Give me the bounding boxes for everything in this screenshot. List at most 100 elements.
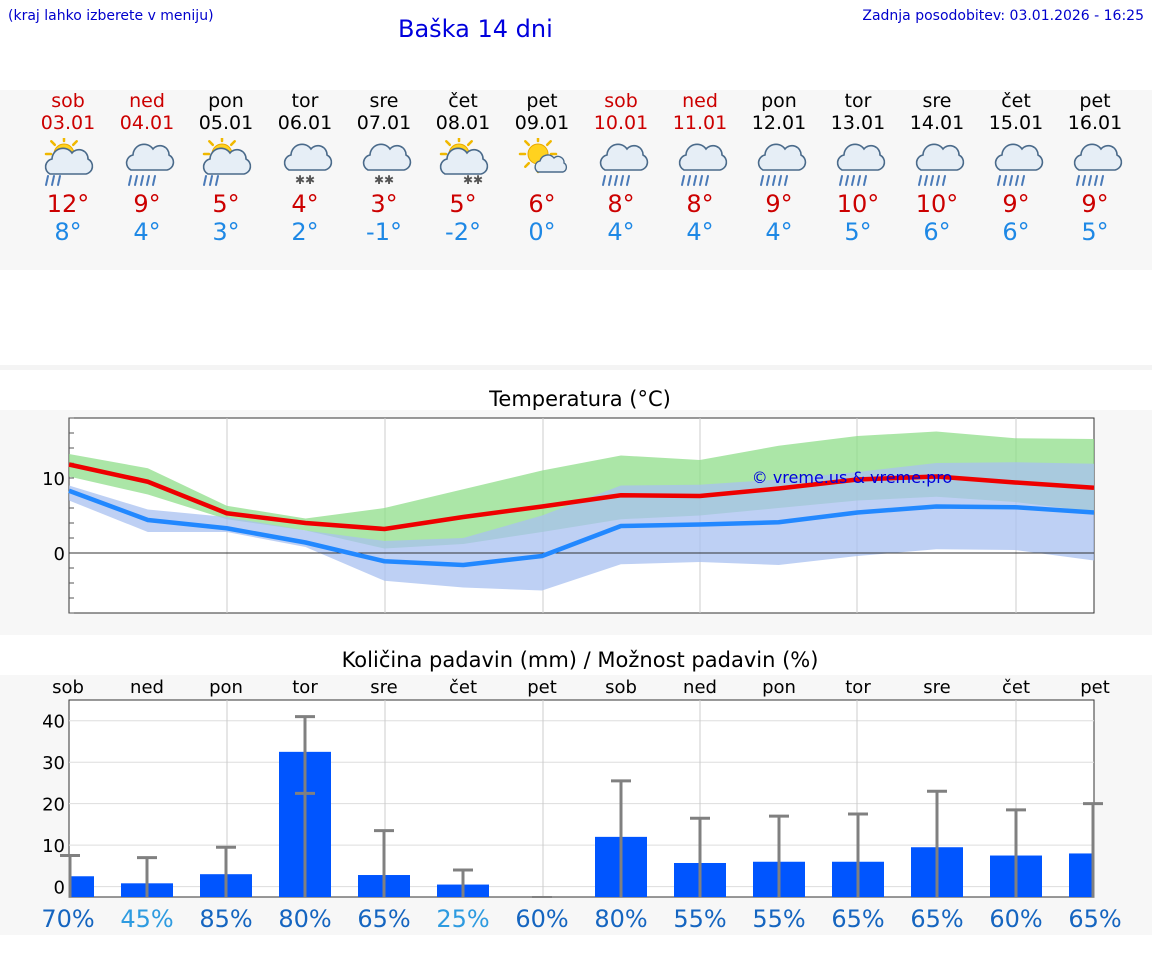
day-name: pon [208,90,244,112]
sun-cloud-rain-icon [202,138,252,186]
location-hint: (kraj lahko izberete v meniju) [8,8,214,24]
day-name: čet [1001,90,1031,112]
temp-min: 5° [1081,218,1109,246]
error-bar [848,812,868,897]
x-tick-label: sob [52,677,84,698]
error-bar [769,814,789,897]
temp-min: 6° [1002,218,1030,246]
cloud-snow-icon: ✱✱ [283,143,333,187]
page-title: Baška 14 dni [398,15,553,43]
cloud-rain-icon [599,143,649,186]
temp-max: 10° [915,190,959,218]
min-temp-line [68,488,1095,568]
error-bar [374,829,394,897]
day-column: pon 05.01 5° 3° [191,90,261,246]
x-tick-label: tor [292,677,318,698]
day-date: 16.01 [1067,112,1123,134]
precip-probability: 55% [673,905,726,933]
day-column: čet 15.01 9° 6° [981,90,1051,246]
day-name: pet [1079,90,1111,112]
cloud-rain-icon [836,143,886,186]
x-tick-label: ned [683,677,717,698]
day-date: 09.01 [514,112,570,134]
precipitation-chart-title: Količina padavin (mm) / Možnost padavin … [341,648,819,672]
day-date: 04.01 [119,112,175,134]
cloud-rain-icon [678,143,728,186]
sun-cloud-icon [518,138,568,174]
day-column: pon 12.01 9° 4° [744,90,814,246]
temp-max: 5° [212,190,240,218]
day-column: čet 08.01 ✱✱ 5° -2° [428,90,498,246]
x-tick-label: pon [762,677,796,698]
temp-min: 0° [528,218,556,246]
temp-min: 5° [844,218,872,246]
error-bar [295,715,315,897]
day-date: 03.01 [40,112,96,134]
day-name: sob [604,90,638,112]
temp-min: -2° [445,218,481,246]
temp-max: 6° [528,190,556,218]
temp-min: 2° [291,218,319,246]
day-column: sre 07.01 ✱✱ 3° -1° [349,90,419,246]
x-tick-label: tor [845,677,871,698]
day-name: ned [129,90,165,112]
day-date: 11.01 [672,112,728,134]
temp-max: 10° [836,190,880,218]
precip-bar [69,876,94,897]
day-date: 12.01 [751,112,807,134]
day-column: sob 03.01 12° 8° [33,90,103,246]
error-bar [1006,808,1026,897]
temp-min: 3° [212,218,240,246]
y-tick-label: 20 [42,795,65,816]
day-name: pon [761,90,797,112]
precip-probability: 60% [989,905,1042,933]
temp-min: 8° [54,218,82,246]
precip-probability: 80% [278,905,331,933]
precipitation-chart-panel: 0 10 20 30 40 sob ned pon tor sre čet pet sob ned pon t… [0,675,1152,935]
y-tick-label: 10 [42,469,65,490]
day-name: tor [844,90,872,112]
temp-max: 3° [370,190,398,218]
error-bar [216,845,236,897]
y-tick-label: 30 [42,753,65,774]
precip-probability: 60% [515,905,568,933]
y-tick-label: 0 [54,544,65,565]
precip-probability: 25% [436,905,489,933]
svg-text:✱✱: ✱✱ [463,173,483,187]
error-bar [1083,802,1103,897]
precip-probability: 80% [594,905,647,933]
temp-min: 4° [133,218,161,246]
x-tick-label: ned [130,677,164,698]
day-name: sre [369,90,399,112]
temp-min: 4° [607,218,635,246]
svg-text:✱✱: ✱✱ [295,173,315,187]
cloud-rain-icon [1073,143,1123,186]
day-date: 06.01 [277,112,333,134]
svg-text:✱✱: ✱✱ [374,173,394,187]
precip-probability: 45% [120,905,173,933]
day-name: sre [922,90,952,112]
precip-probability: 65% [831,905,884,933]
x-tick-label: pet [527,677,557,698]
sun-cloud-snow-icon: ✱✱ [439,138,489,187]
x-tick-label: pet [1080,677,1110,698]
error-bar [60,854,80,897]
error-bar [690,816,710,897]
temp-max: 9° [1002,190,1030,218]
precip-probability: 65% [357,905,410,933]
max-temp-line [68,462,1095,532]
cloud-rain-icon [125,143,175,186]
day-column: pet 16.01 9° 5° [1060,90,1130,246]
x-tick-label: sre [370,677,397,698]
day-column: sob 10.01 8° 4° [586,90,656,246]
y-tick-label: 40 [42,712,65,733]
x-tick-label: sob [605,677,637,698]
day-column: sre 14.01 10° 6° [902,90,972,246]
max-range-band [69,431,1094,549]
error-bar [611,779,631,897]
temp-max: 12° [46,190,90,218]
temp-min: -1° [366,218,402,246]
y-tick-label: 0 [54,878,65,899]
precip-probability: 65% [1068,905,1121,933]
watermark: © vreme.us & vreme.pro [752,468,953,487]
